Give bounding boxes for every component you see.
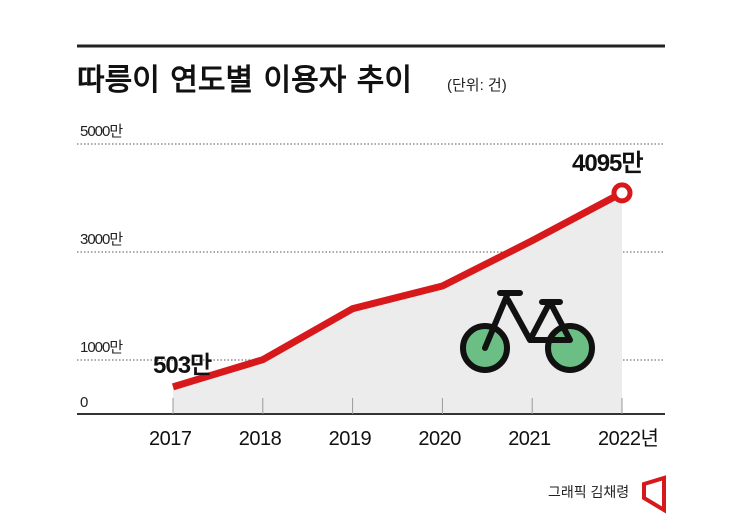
end-point-marker — [611, 182, 633, 204]
y-tick-label: 5000만 — [80, 123, 123, 140]
bicycle-icon — [460, 290, 595, 373]
y-tick-label: 0 — [80, 394, 88, 411]
x-tick-label: 2019 — [329, 428, 372, 450]
y-tick-label: 1000만 — [80, 339, 123, 356]
series-line — [171, 189, 624, 391]
area-fill — [173, 192, 622, 414]
chart-title: 따릉이 연도별 이용자 추이 — [77, 63, 412, 98]
data-label: 503만 — [153, 352, 212, 379]
x-tick-label: 2018 — [239, 428, 282, 450]
y-tick-label: 3000만 — [80, 231, 123, 248]
x-tick-label: 2017 — [149, 428, 192, 450]
logo-icon — [642, 475, 666, 514]
x-tick-label: 2022년 — [598, 427, 658, 450]
x-tick-label: 2021 — [508, 428, 551, 450]
credit: 그래픽 김채령 — [548, 484, 629, 500]
unit-label: (단위: 건) — [447, 77, 507, 94]
x-tick-label: 2020 — [418, 428, 461, 450]
data-label: 4095만 — [572, 150, 643, 177]
